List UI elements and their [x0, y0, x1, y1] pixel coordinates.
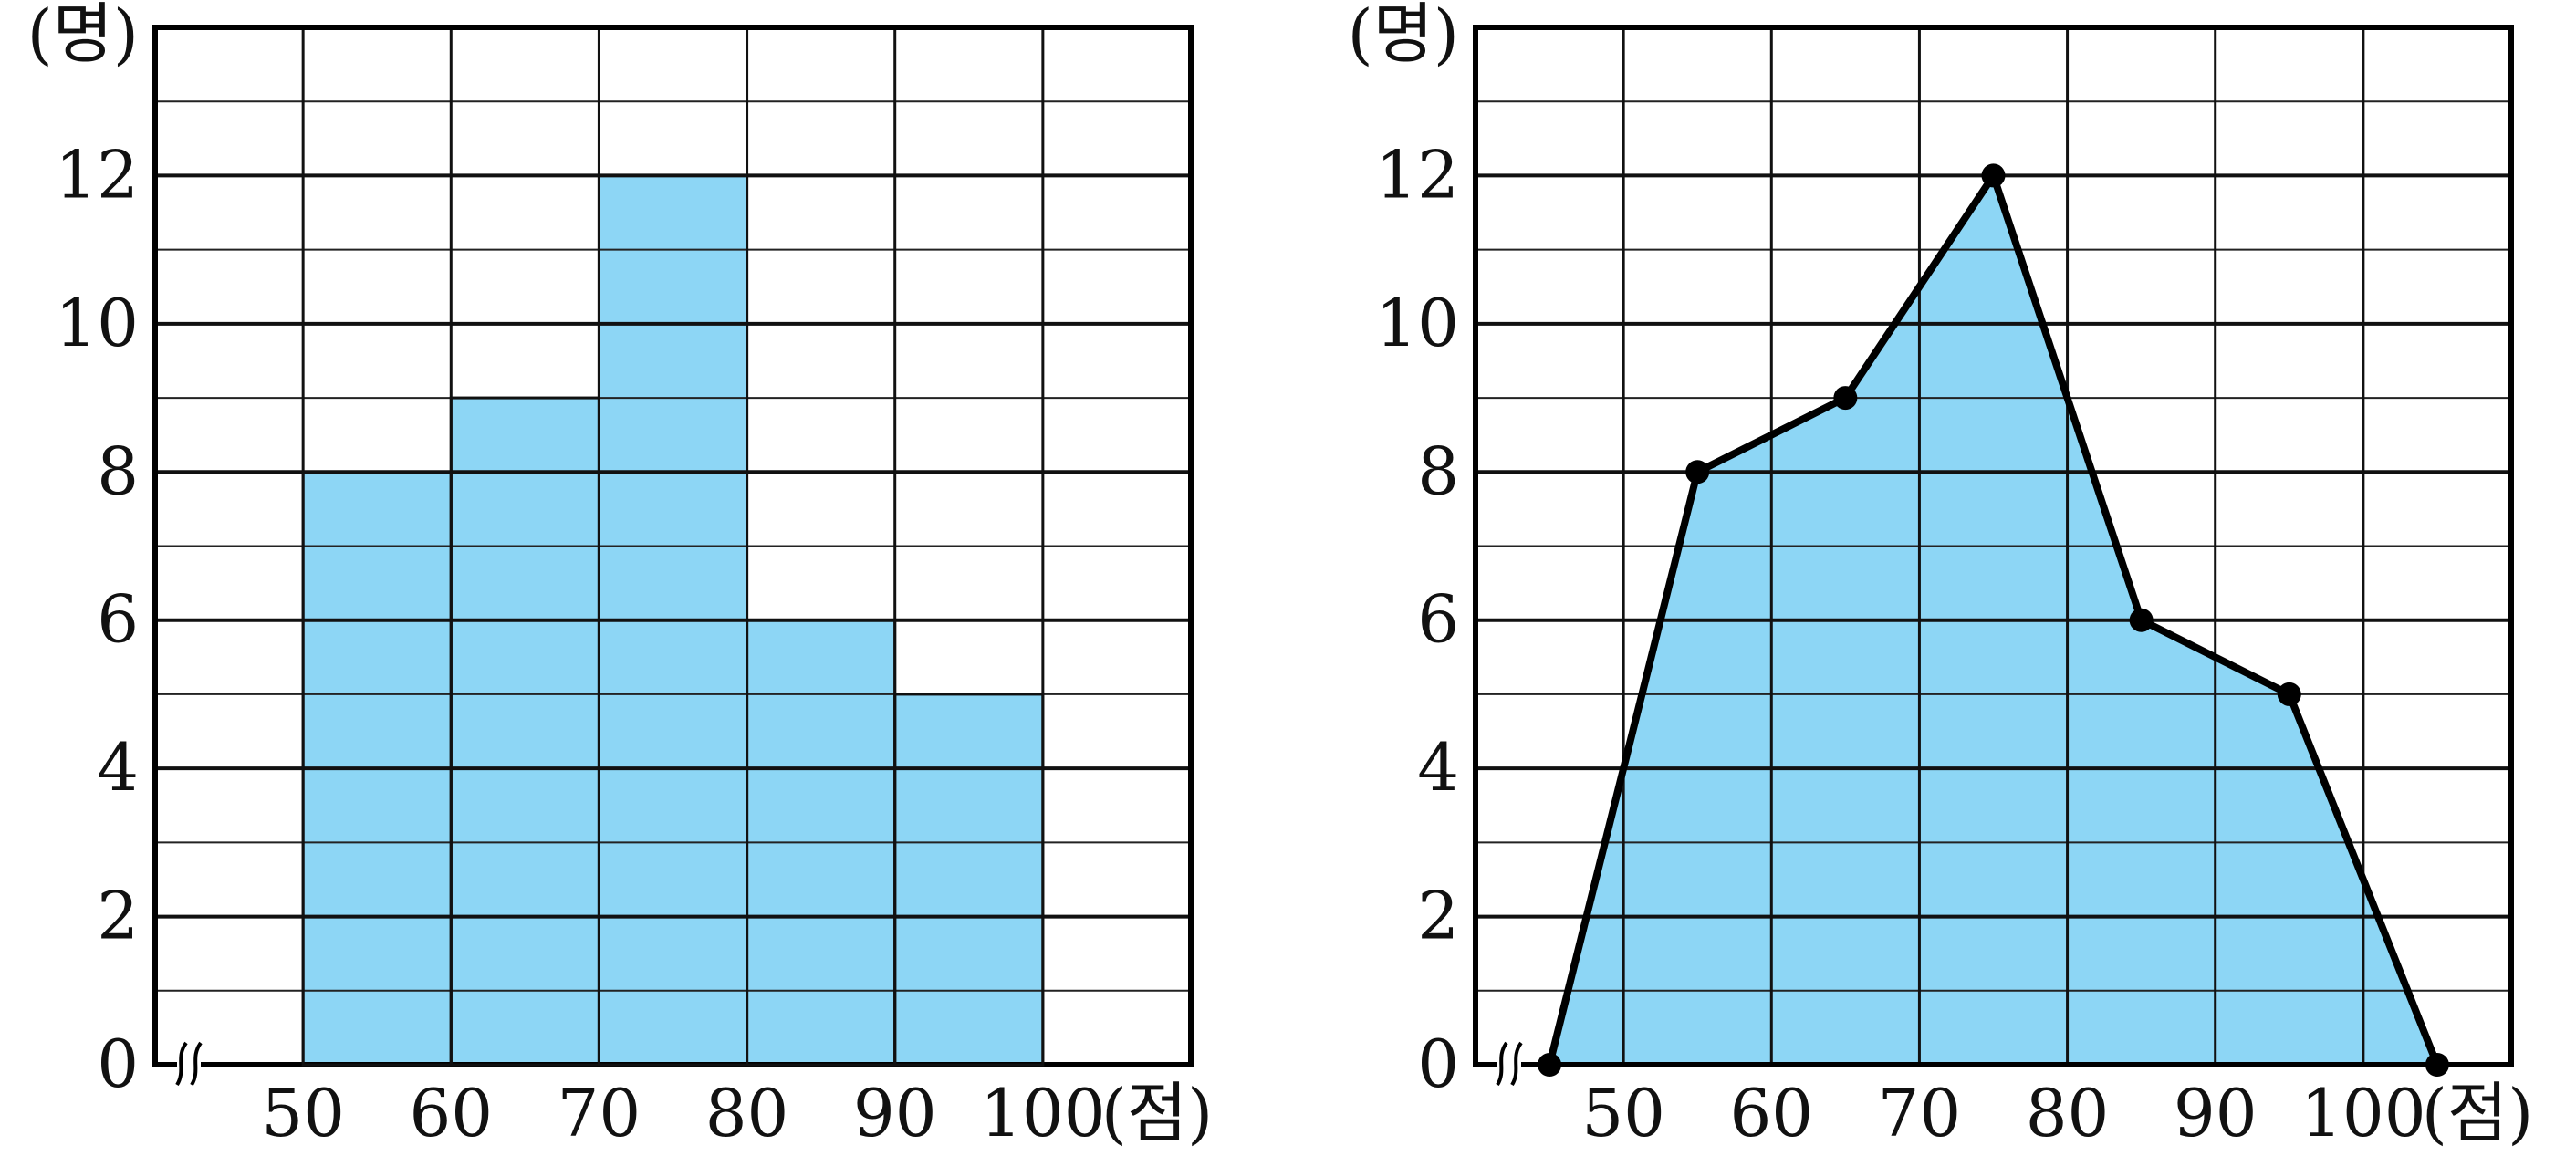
histogram-bar-outline: [893, 693, 1045, 1067]
plot-frame: [1473, 25, 2514, 1067]
y-axis-unit-label: (명): [1348, 0, 1459, 72]
x-tick-label: 70: [1878, 1075, 1962, 1151]
x-tick-label: 60: [1729, 1075, 1813, 1151]
x-axis-unit-label: (점): [2422, 1075, 2533, 1151]
axis-break-mark: [190, 1041, 203, 1087]
axis-break-mark: [1510, 1041, 1523, 1087]
y-axis-unit-label: (명): [27, 0, 139, 72]
y-tick-label: 4: [97, 729, 139, 806]
y-tick-label: 12: [55, 136, 139, 213]
x-tick-label: 80: [705, 1075, 789, 1151]
x-tick-label: 70: [558, 1075, 641, 1151]
x-tick-label: 50: [1581, 1075, 1665, 1151]
frequency-polygon-chart: 0 2 4 6 8 10 12 50 60 70 80 90 100 (명) (점): [1348, 0, 2534, 1151]
x-axis-unit-label: (점): [1101, 1075, 1213, 1151]
x-tick-label: 100: [2300, 1075, 2425, 1151]
x-tick-label: 90: [853, 1075, 937, 1151]
data-point: [1981, 163, 2006, 188]
y-tick-label: 6: [1417, 581, 1459, 658]
y-tick-label: 8: [1417, 432, 1459, 509]
y-tick-label: 10: [55, 285, 139, 361]
x-tick-label: 80: [2026, 1075, 2110, 1151]
y-tick-label: 2: [97, 878, 139, 954]
data-point: [2129, 608, 2154, 632]
y-tick-label: 12: [1375, 136, 1459, 213]
x-tick-label: 60: [409, 1075, 493, 1151]
x-tick-label: 100: [980, 1075, 1105, 1151]
data-point: [2277, 682, 2301, 706]
y-tick-label: 4: [1417, 729, 1459, 806]
data-point: [1538, 1053, 1562, 1077]
y-tick-label: 8: [97, 432, 139, 509]
y-tick-label: 0: [1417, 1026, 1459, 1102]
x-tick-label: 50: [261, 1075, 345, 1151]
y-tick-label: 2: [1417, 878, 1459, 954]
data-point: [1685, 460, 1710, 484]
data-point: [2425, 1053, 2449, 1077]
axis-break-mark: [175, 1041, 188, 1087]
data-point: [1833, 386, 1858, 411]
x-tick-label: 90: [2174, 1075, 2258, 1151]
histogram-bar: [894, 693, 1043, 1065]
y-tick-label: 6: [97, 581, 139, 658]
histogram-chart: 0 2 4 6 8 10 12 50 60 70 80 90 100 (명) (점): [27, 0, 1214, 1151]
axis-break-mark: [1496, 1041, 1508, 1087]
y-tick-label: 10: [1375, 285, 1459, 361]
y-tick-label: 0: [97, 1026, 139, 1102]
histogram-bar: [451, 398, 600, 1066]
